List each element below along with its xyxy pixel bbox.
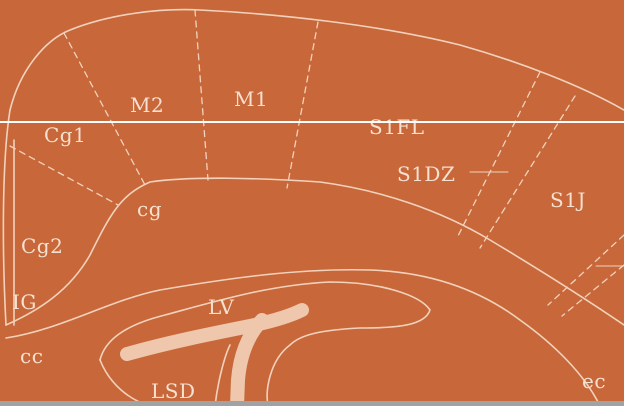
boundary-m2-m1 [194,9,209,181]
boundary-s1j-lower-2 [561,264,624,317]
lateral-ventricle [120,303,309,361]
label-lsd: LSD [151,379,196,403]
ventricle-outline [99,281,431,406]
boundary-s1j-lower-1 [547,234,624,306]
label-cg2: Cg2 [21,234,63,258]
label-m2: M2 [130,93,164,117]
bottom-border-strip [0,401,624,406]
label-cg: cg [137,197,162,221]
label-cc: cc [20,344,43,368]
label-ec: ec [582,369,606,393]
boundary-cg1-cg2 [9,145,119,206]
boundary-s1dz-s1j [479,95,576,249]
cortex-outer-boundary [2,8,624,326]
boundary-m1-s1fl [286,21,319,189]
boundary-cg1-m2 [63,32,146,186]
label-s1fl: S1FL [369,115,425,139]
label-ig: IG [12,290,37,314]
label-s1dz: S1DZ [397,162,455,186]
lv-medial-wall [214,344,231,406]
white-matter-upper-boundary [5,177,624,326]
lsd-boundary [99,359,151,406]
label-m1: M1 [234,87,268,111]
cc-lower-boundary [5,268,601,406]
label-cg1: Cg1 [44,123,86,147]
boundary-s1fl-s1dz [457,71,541,237]
label-s1j: S1J [550,188,586,212]
horizontal-guide-line [0,121,624,123]
label-lv: LV [208,295,234,319]
lateral-ventricle-descending [230,313,269,406]
